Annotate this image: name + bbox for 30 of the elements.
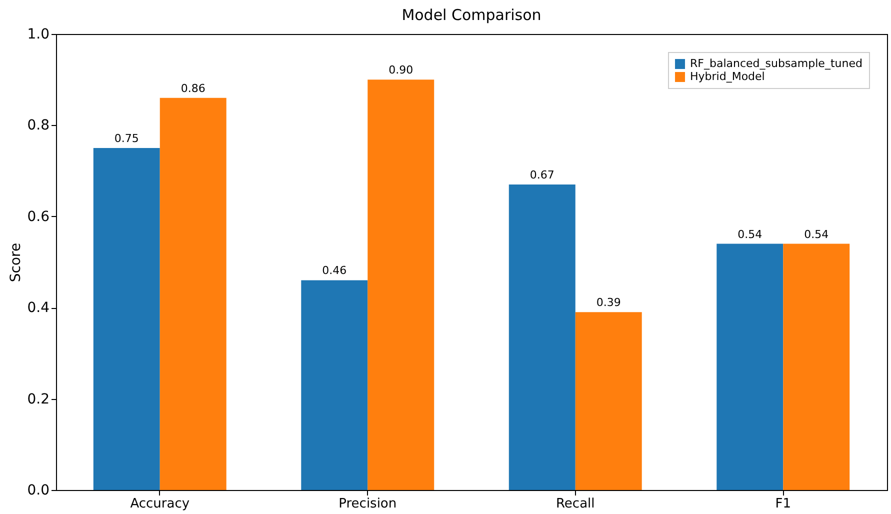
y-tick-label: 0.6 [27, 208, 50, 225]
bar [508, 184, 576, 490]
data-label: 0.86 [180, 82, 206, 95]
bar [93, 148, 160, 490]
legend-label: RF_balanced_subsample_tuned [690, 57, 862, 70]
data-label: 0.46 [322, 264, 347, 278]
bar [160, 98, 226, 490]
y-tick-label: 1.0 [27, 26, 50, 42]
y-tick-label: 0.4 [27, 300, 50, 316]
data-label: 0.67 [530, 168, 554, 182]
bar [575, 312, 642, 490]
y-tick-label: 0.2 [27, 391, 50, 408]
y-tick-label: 0.8 [27, 118, 50, 134]
data-label: 0.54 [804, 228, 829, 241]
x-tick-label: F1 [775, 496, 791, 512]
data-label: 0.75 [114, 132, 139, 145]
y-tick-label: 0.0 [27, 482, 50, 498]
bar [716, 244, 784, 490]
data-label: 0.54 [738, 228, 762, 241]
chart-title: Model Comparison [402, 6, 542, 24]
x-tick-label: Recall [556, 496, 595, 512]
x-tick-label: Accuracy [130, 496, 190, 512]
data-label: 0.39 [596, 296, 621, 310]
y-axis-title: Score [8, 242, 24, 282]
legend-label: Hybrid_Model [690, 70, 765, 83]
x-tick-label: Precision [338, 496, 397, 512]
bar [783, 244, 850, 490]
data-label: 0.90 [388, 64, 414, 77]
bar [368, 80, 434, 490]
bar [301, 280, 368, 490]
